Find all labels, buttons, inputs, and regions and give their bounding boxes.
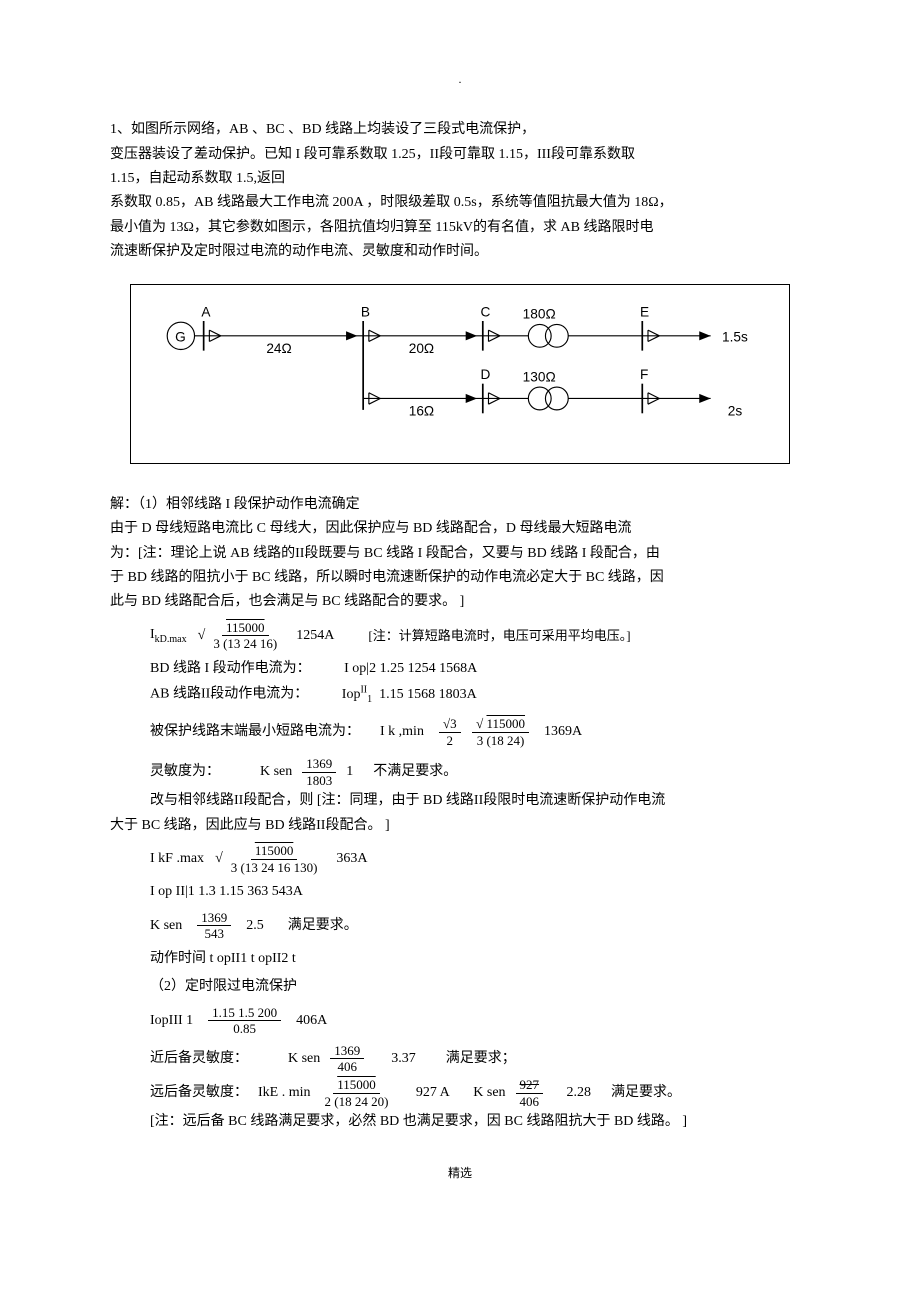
sol-7: 大于 BC 线路，因此应与 BD 线路II段配合。 ]: [110, 815, 810, 837]
svg-text:E: E: [640, 304, 649, 319]
svg-text:2s: 2s: [728, 403, 743, 418]
line-min: 被保护线路末端最小短路电流为： I k ,min √32 √ 1150003 (…: [150, 710, 810, 754]
svg-text:G: G: [175, 329, 186, 344]
sol-3: 为：[注：理论上说 AB 线路的II段既要与 BC 线路 I 段配合，又要与 B…: [110, 543, 810, 565]
para-1: 1、如图所示网络，AB 、BC 、BD 线路上均装设了三段式电流保护，: [110, 119, 810, 141]
svg-text:1.5s: 1.5s: [722, 329, 748, 344]
svg-text:130Ω: 130Ω: [523, 369, 556, 384]
svg-text:C: C: [481, 304, 491, 319]
eq-iop2-1: I op II|1 1.3 1.15 363 543A: [150, 881, 810, 903]
circuit-diagram: G A 24Ω B 20Ω C 180Ω E 1.5s: [130, 284, 790, 464]
line-sen1: 灵敏度为： K sen 13691803 1 不满足要求。: [150, 756, 810, 788]
eq-ksen2: K sen 1369543 2.5 满足要求。: [150, 910, 810, 942]
line-bd: BD 线路 I 段动作电流为： I op|2 1.25 1254 1568A: [150, 658, 810, 680]
sol-5: 此与 BD 线路配合后，也会满足与 BC 线路配合的要求。 ]: [110, 591, 810, 613]
line-ab: AB 线路II段动作电流为： IopII1 1.15 1568 1803A: [150, 682, 810, 707]
svg-text:B: B: [361, 304, 370, 319]
line-near: 近后备灵敏度： K sen 1369406 3.37 满足要求；: [150, 1043, 810, 1075]
eq-iop3: IopIII 1 1.15 1.5 2000.85 406A: [150, 1005, 810, 1037]
svg-text:F: F: [640, 367, 648, 382]
sol-2: 由于 D 母线短路电流比 C 母线大，因此保护应与 BD 线路配合，D 母线最大…: [110, 518, 810, 540]
svg-text:16Ω: 16Ω: [409, 403, 434, 418]
sol-8: （2）定时限过电流保护: [150, 976, 810, 998]
eq-ikd: IkD.max √ 115000 3 (13 24 16) 1254A [注：计…: [150, 620, 810, 652]
circuit-svg: G A 24Ω B 20Ω C 180Ω E 1.5s: [141, 295, 779, 445]
para-3: 1.15，自起动系数取 1.5,返回: [110, 168, 810, 190]
sol-1: 解：（1）相邻线路 I 段保护动作电流确定: [110, 494, 810, 516]
svg-text:A: A: [201, 304, 211, 319]
para-2: 变压器装设了差动保护。已知 I 段可靠系数取 1.25，II段可靠取 1.15，…: [110, 144, 810, 166]
para-5: 最小值为 13Ω，其它参数如图示，各阻抗值均归算至 115kV的有名值，求 AB…: [110, 217, 810, 239]
eq-ikf: I kF .max √ 1150003 (13 24 16 130) 363A: [150, 843, 810, 875]
footer-text: 精选: [110, 1164, 810, 1183]
eq-time: 动作时间 t opII1 t opII2 t: [150, 948, 810, 970]
sol-6: 改与相邻线路II段配合，则 [注：同理，由于 BD 线路II段限时电流速断保护动…: [150, 790, 810, 812]
sol-4: 于 BD 线路的阻抗小于 BC 线路，所以瞬时电流速断保护的动作电流必定大于 B…: [110, 567, 810, 589]
line-far: 远后备灵敏度： IkE . min 1150002 (18 24 20) 927…: [150, 1077, 810, 1109]
svg-text:24Ω: 24Ω: [266, 340, 291, 355]
para-6: 流速断保护及定时限过电流的动作电流、灵敏度和动作时间。: [110, 241, 810, 263]
svg-text:D: D: [481, 367, 491, 382]
svg-text:180Ω: 180Ω: [523, 306, 556, 321]
svg-text:20Ω: 20Ω: [409, 340, 434, 355]
sol-9: [注：远后备 BC 线路满足要求，必然 BD 也满足要求，因 BC 线路阻抗大于…: [150, 1111, 810, 1133]
para-4: 系数取 0.85，AB 线路最大工作电流 200A ，时限级差取 0.5s，系统…: [110, 192, 810, 214]
header-dot: .: [110, 70, 810, 89]
